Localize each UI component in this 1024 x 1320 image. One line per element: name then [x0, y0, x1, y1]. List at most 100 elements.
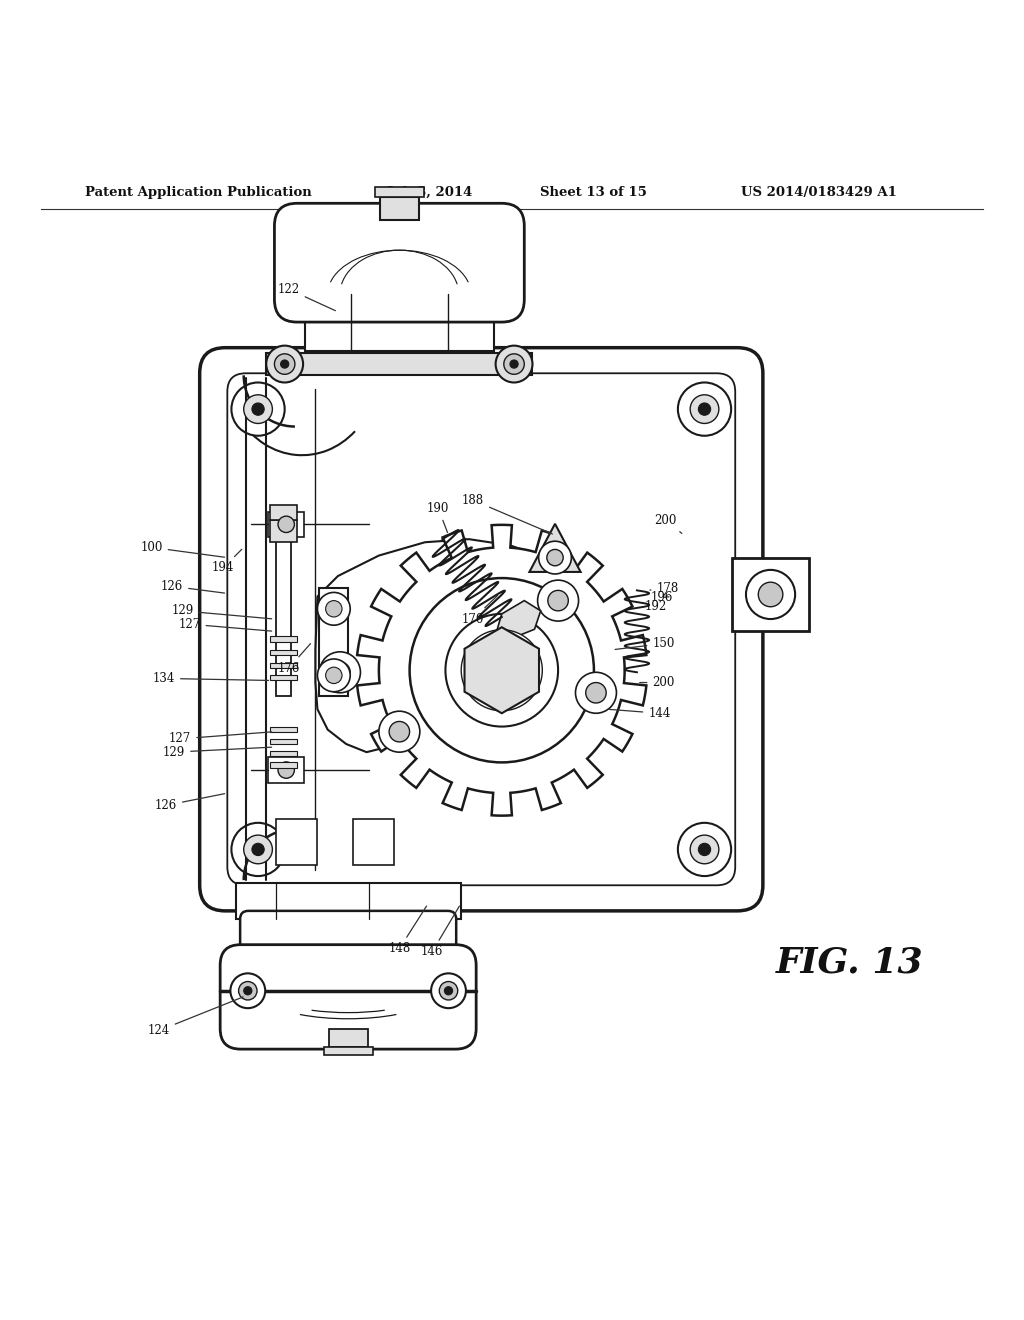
Circle shape — [244, 395, 272, 424]
Bar — [276, 818, 317, 865]
Circle shape — [231, 822, 285, 876]
Text: 194: 194 — [212, 549, 242, 574]
Bar — [270, 520, 297, 543]
Text: 148: 148 — [388, 906, 427, 956]
Circle shape — [279, 762, 295, 779]
Text: 150: 150 — [615, 638, 675, 651]
Bar — [276, 537, 291, 696]
Circle shape — [326, 667, 342, 684]
Circle shape — [252, 403, 264, 416]
Text: 192: 192 — [644, 593, 667, 614]
Circle shape — [461, 630, 543, 710]
Polygon shape — [529, 524, 581, 572]
FancyBboxPatch shape — [274, 203, 524, 322]
Text: Patent Application Publication: Patent Application Publication — [85, 186, 311, 198]
Circle shape — [410, 578, 594, 763]
Text: 122: 122 — [278, 282, 336, 310]
Text: 170: 170 — [462, 595, 498, 626]
Bar — [236, 883, 461, 919]
Circle shape — [279, 516, 295, 532]
Circle shape — [231, 383, 285, 436]
Text: 146: 146 — [421, 906, 460, 958]
Circle shape — [230, 973, 265, 1008]
Circle shape — [244, 836, 272, 863]
Circle shape — [326, 601, 342, 616]
Circle shape — [504, 354, 524, 375]
Text: 134: 134 — [153, 672, 268, 685]
Circle shape — [252, 843, 264, 855]
Bar — [270, 506, 297, 520]
Circle shape — [745, 570, 795, 619]
Bar — [270, 763, 297, 767]
Bar — [270, 649, 297, 655]
Bar — [380, 197, 419, 219]
Text: 144: 144 — [609, 706, 671, 719]
Circle shape — [389, 722, 410, 742]
Bar — [270, 663, 297, 668]
Text: US 2014/0183429 A1: US 2014/0183429 A1 — [741, 186, 897, 198]
Text: 190: 190 — [427, 502, 450, 532]
Circle shape — [548, 590, 568, 611]
Circle shape — [678, 383, 731, 436]
Bar — [305, 294, 494, 351]
FancyBboxPatch shape — [200, 347, 763, 911]
Text: 196: 196 — [650, 591, 673, 605]
Text: 200: 200 — [654, 515, 682, 533]
Circle shape — [266, 346, 303, 383]
Bar — [270, 751, 297, 756]
Polygon shape — [465, 627, 539, 713]
Text: 126: 126 — [155, 793, 224, 812]
Text: 188: 188 — [462, 494, 553, 535]
Text: 200: 200 — [640, 676, 675, 689]
Circle shape — [445, 614, 558, 726]
Text: 100: 100 — [140, 541, 224, 557]
Text: FIG. 13: FIG. 13 — [776, 945, 924, 979]
Text: 178: 178 — [650, 582, 679, 595]
Circle shape — [317, 593, 350, 626]
Circle shape — [444, 986, 453, 995]
Text: 124: 124 — [147, 997, 243, 1038]
Circle shape — [698, 403, 711, 416]
Text: Sheet 13 of 15: Sheet 13 of 15 — [541, 186, 647, 198]
Circle shape — [510, 360, 518, 368]
Bar — [270, 676, 297, 681]
Circle shape — [274, 354, 295, 375]
Circle shape — [431, 973, 466, 1008]
Bar — [270, 726, 297, 731]
Polygon shape — [497, 601, 541, 638]
Circle shape — [439, 982, 458, 1001]
Bar — [732, 557, 809, 631]
Bar — [319, 589, 348, 696]
Text: 127: 127 — [178, 618, 271, 631]
FancyBboxPatch shape — [240, 911, 457, 978]
Bar — [270, 739, 297, 744]
FancyBboxPatch shape — [220, 945, 476, 1049]
Circle shape — [678, 822, 731, 876]
Circle shape — [575, 672, 616, 713]
Polygon shape — [357, 525, 646, 816]
Bar — [266, 352, 532, 375]
Text: 176: 176 — [278, 644, 310, 675]
Circle shape — [244, 986, 252, 995]
Bar — [268, 512, 304, 537]
Circle shape — [586, 682, 606, 704]
Bar — [329, 1028, 368, 1047]
Circle shape — [698, 843, 711, 855]
Circle shape — [690, 395, 719, 424]
Circle shape — [317, 659, 350, 692]
Text: 127: 127 — [169, 731, 271, 746]
Circle shape — [330, 663, 350, 682]
Circle shape — [496, 346, 532, 383]
Circle shape — [690, 836, 719, 863]
Circle shape — [319, 652, 360, 693]
Bar — [353, 818, 394, 865]
Text: 129: 129 — [163, 746, 271, 759]
Circle shape — [379, 711, 420, 752]
Text: Jul. 3, 2014: Jul. 3, 2014 — [387, 186, 473, 198]
Circle shape — [547, 549, 563, 566]
Circle shape — [538, 579, 579, 622]
Polygon shape — [315, 539, 620, 772]
Bar — [375, 187, 424, 197]
Text: 129: 129 — [171, 605, 271, 619]
Circle shape — [281, 360, 289, 368]
